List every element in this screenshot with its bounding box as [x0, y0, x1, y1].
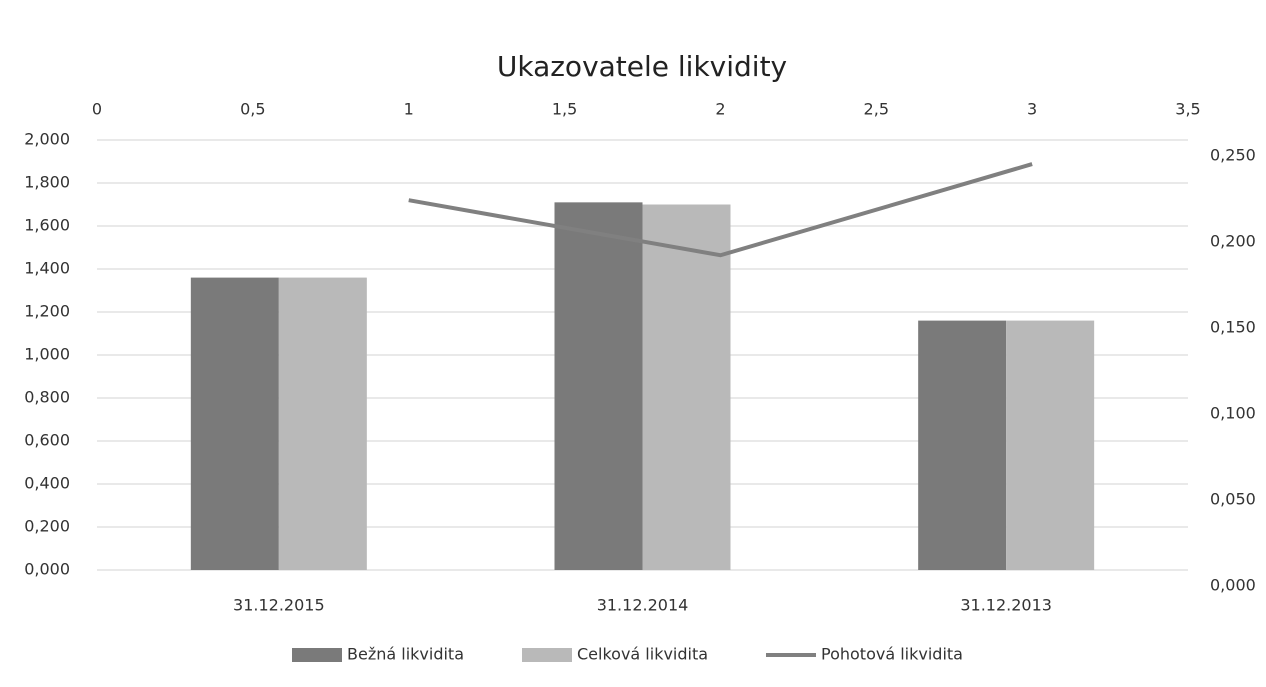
y-tick-label: 0,800: [24, 388, 70, 407]
y2-tick-label: 0,150: [1210, 318, 1256, 337]
y-tick-label: 1,200: [24, 302, 70, 321]
y-tick-label: 0,200: [24, 517, 70, 536]
line-series: [408, 162, 1033, 258]
y-tick-label: 0,600: [24, 431, 70, 450]
x2-tick-label: 0: [92, 100, 102, 119]
y2-tick-label: 0,000: [1210, 576, 1256, 595]
y-tick-label: 1,400: [24, 259, 70, 278]
legend-swatch: [522, 648, 572, 662]
y-tick-label: 0,400: [24, 474, 70, 493]
y-tick-label: 2,000: [24, 130, 70, 149]
chart-title: Ukazovatele likvidity: [497, 50, 787, 83]
y2-tick-label: 0,050: [1210, 490, 1256, 509]
x2-tick-label: 0,5: [240, 100, 265, 119]
x-tick-label: 31.12.2014: [597, 596, 689, 615]
x2-tick-label: 3,5: [1175, 100, 1200, 119]
y-tick-label: 1,800: [24, 173, 70, 192]
x-tick-label: 31.12.2015: [233, 596, 325, 615]
bar: [1006, 320, 1095, 570]
y2-tick-label: 0,100: [1210, 404, 1256, 423]
x2-tick-label: 3: [1027, 100, 1037, 119]
x2-tick-label: 1,5: [552, 100, 577, 119]
y2-tick-label: 0,200: [1210, 232, 1256, 251]
x2-tick-label: 2: [715, 100, 725, 119]
x2-tick-label: 2,5: [864, 100, 889, 119]
y-tick-label: 1,600: [24, 216, 70, 235]
bar: [554, 202, 643, 570]
y-tick-label: 1,000: [24, 345, 70, 364]
x-tick-label: 31.12.2013: [960, 596, 1052, 615]
legend-label: Celková likvidita: [577, 645, 708, 664]
bar: [190, 277, 279, 570]
legend-label: Bežná likvidita: [347, 645, 464, 664]
y-tick-label: 0,000: [24, 560, 70, 579]
legend-label: Pohotová likvidita: [821, 645, 963, 664]
bar: [918, 320, 1007, 570]
bar: [642, 204, 731, 570]
legend-swatch: [292, 648, 342, 662]
y2-tick-label: 0,250: [1210, 146, 1256, 165]
x2-tick-label: 1: [404, 100, 414, 119]
bar: [278, 277, 367, 570]
